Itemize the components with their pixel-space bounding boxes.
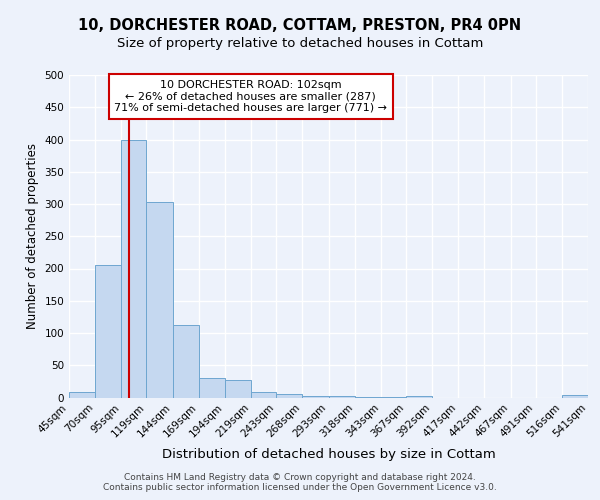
Text: Size of property relative to detached houses in Cottam: Size of property relative to detached ho…: [117, 38, 483, 51]
Bar: [355, 397, 381, 398]
Text: Contains HM Land Registry data © Crown copyright and database right 2024.
Contai: Contains HM Land Registry data © Crown c…: [103, 473, 497, 492]
Bar: [121, 140, 146, 398]
Bar: [69, 392, 95, 398]
Text: 10, DORCHESTER ROAD, COTTAM, PRESTON, PR4 0PN: 10, DORCHESTER ROAD, COTTAM, PRESTON, PR…: [79, 18, 521, 32]
Bar: [562, 395, 588, 398]
Bar: [173, 326, 199, 398]
Bar: [95, 266, 121, 398]
X-axis label: Distribution of detached houses by size in Cottam: Distribution of detached houses by size …: [161, 448, 496, 460]
Bar: [406, 396, 432, 398]
Bar: [381, 397, 406, 398]
Text: 10 DORCHESTER ROAD: 102sqm
← 26% of detached houses are smaller (287)
71% of sem: 10 DORCHESTER ROAD: 102sqm ← 26% of deta…: [114, 80, 387, 113]
Bar: [276, 394, 302, 398]
Bar: [225, 380, 251, 398]
Bar: [329, 396, 355, 398]
Bar: [199, 378, 225, 398]
Bar: [146, 202, 173, 398]
Y-axis label: Number of detached properties: Number of detached properties: [26, 143, 39, 329]
Bar: [251, 392, 276, 398]
Bar: [302, 396, 329, 398]
